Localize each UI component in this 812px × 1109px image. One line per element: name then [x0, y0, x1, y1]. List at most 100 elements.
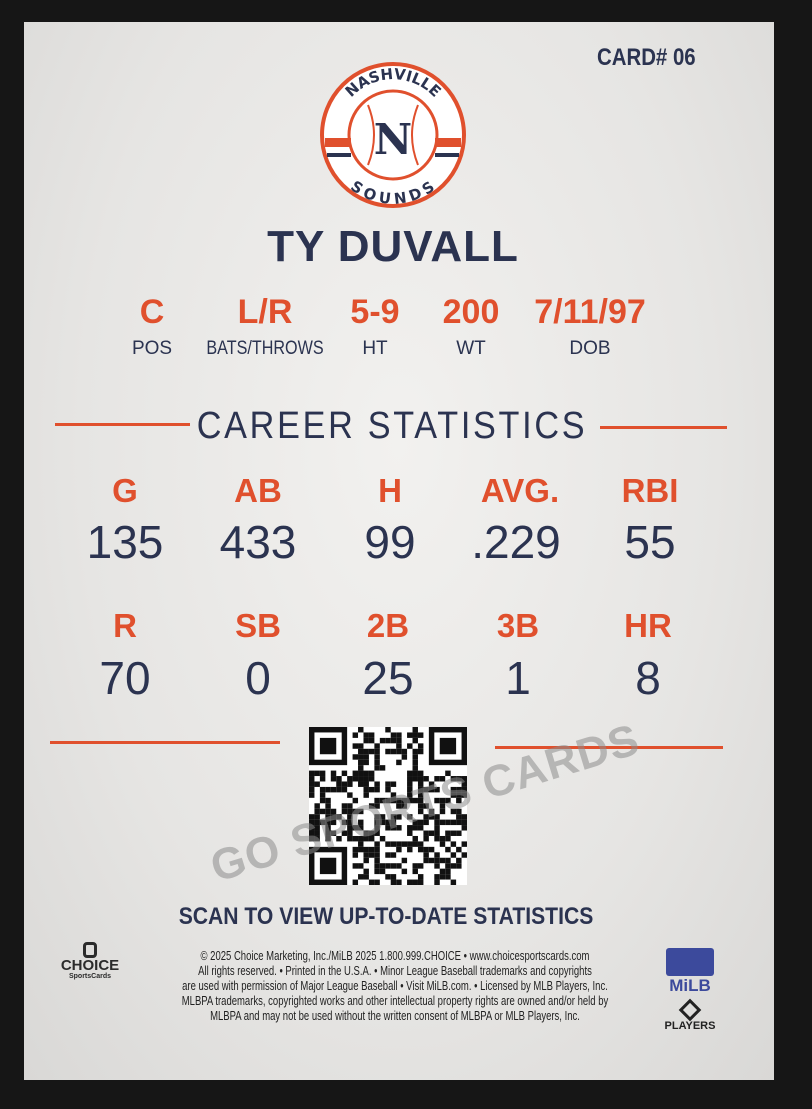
qr-module: [390, 737, 397, 744]
qr-module: [319, 737, 337, 755]
qr-module: [374, 819, 380, 826]
qr-module: [341, 786, 348, 793]
qr-module: [396, 879, 402, 885]
qr-module: [358, 770, 364, 777]
qr-module: [407, 846, 413, 853]
qr-module: [385, 825, 391, 831]
qr-module: [368, 748, 375, 755]
qr-module: [390, 841, 397, 847]
qr-code[interactable]: [308, 727, 468, 885]
qr-module: [461, 792, 467, 798]
qr-module: [407, 732, 413, 738]
qr-module: [450, 786, 457, 793]
qr-module: [314, 781, 320, 787]
qr-module: [445, 857, 451, 864]
qr-module: [368, 835, 375, 842]
qr-module: [423, 786, 429, 793]
qr-module: [434, 863, 440, 869]
qr-module: [412, 765, 418, 771]
qr-module: [417, 803, 424, 809]
qr-module: [428, 814, 435, 820]
qr-module: [423, 852, 429, 858]
qr-module: [347, 792, 353, 798]
qr-module: [412, 879, 418, 885]
stat-label: G: [112, 472, 138, 509]
qr-module: [390, 852, 397, 858]
stat-label: SB: [235, 607, 281, 644]
qr-module: [385, 748, 391, 755]
qr-module: [368, 846, 375, 853]
qr-module: [309, 819, 315, 826]
qr-module: [456, 792, 462, 798]
qr-module: [461, 814, 467, 820]
qr-module: [319, 857, 337, 875]
stat-value: 55: [624, 516, 676, 568]
qr-module: [412, 776, 418, 782]
qr-module: [417, 748, 424, 755]
qr-module: [347, 808, 353, 815]
fine-print-line: are used with permission of Major League…: [182, 979, 608, 993]
qr-module: [390, 874, 397, 880]
qr-module: [423, 846, 429, 853]
nashville-sounds-logo: NASHVILLE SOUNDS N: [320, 62, 466, 208]
qr-module: [407, 814, 413, 820]
qr-module: [450, 830, 457, 836]
qr-module: [407, 825, 413, 831]
choice-logo-sub: SportsCards: [68, 973, 111, 980]
qr-module: [374, 879, 380, 885]
stat-label: AB: [234, 472, 282, 509]
stat-value: 8: [635, 652, 661, 704]
qr-module: [368, 776, 375, 782]
qr-module: [330, 830, 337, 836]
qr-module: [358, 754, 364, 760]
qr-module: [396, 743, 402, 749]
qr-module: [428, 786, 435, 793]
qr-module: [385, 781, 391, 787]
qr-module: [396, 737, 402, 744]
qr-module: [461, 781, 467, 787]
qr-module: [363, 868, 369, 875]
qr-module: [445, 835, 451, 842]
qr-module: [456, 863, 462, 869]
stat-value: .229: [471, 516, 561, 568]
qr-module: [401, 797, 408, 804]
qr-module: [314, 814, 320, 820]
qr-module: [330, 770, 337, 777]
qr-module: [439, 797, 446, 804]
qr-module: [336, 835, 342, 842]
bio-value: C: [139, 293, 165, 331]
qr-module: [341, 808, 348, 815]
qr-module: [368, 737, 375, 744]
qr-module: [341, 770, 348, 777]
qr-module: [385, 841, 391, 847]
qr-module: [439, 803, 446, 809]
qr-module: [374, 786, 380, 793]
qr-module: [358, 765, 364, 771]
qr-module: [390, 819, 397, 826]
qr-module: [358, 825, 364, 831]
qr-module: [309, 825, 315, 831]
qr-module: [434, 825, 440, 831]
qr-module: [374, 868, 380, 875]
qr-module: [325, 835, 331, 842]
qr-module: [358, 748, 364, 755]
choice-logo-text: CHOICE: [60, 957, 120, 974]
qr-module: [374, 857, 380, 864]
card-number: CARD# 06: [597, 44, 696, 71]
qr-module: [396, 863, 402, 869]
stat-value: 135: [86, 516, 164, 568]
milb-logo-icon: [666, 948, 714, 976]
qr-module: [368, 770, 375, 777]
qr-module: [428, 830, 435, 836]
qr-module: [379, 863, 386, 869]
qr-module: [368, 803, 375, 809]
qr-module: [423, 830, 429, 836]
qr-module: [450, 852, 457, 858]
qr-module: [374, 759, 380, 766]
fine-print-line: MLBPA and may not be used without the wr…: [210, 1009, 580, 1023]
qr-module: [347, 803, 353, 809]
qr-module: [401, 748, 408, 755]
qr-module: [407, 786, 413, 793]
qr-module: [374, 852, 380, 858]
qr-module: [358, 727, 364, 733]
